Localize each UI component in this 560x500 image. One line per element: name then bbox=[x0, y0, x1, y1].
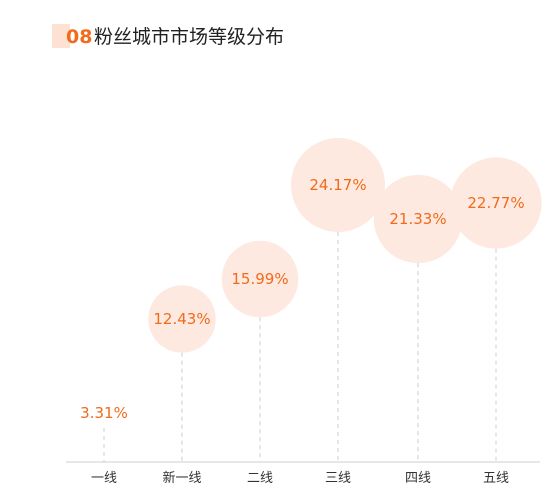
bubble-1 bbox=[148, 285, 216, 353]
section-number-badge: 08 bbox=[52, 22, 92, 52]
category-label-5: 五线 bbox=[483, 471, 509, 486]
bubble-4 bbox=[373, 174, 463, 264]
category-label-1: 新一线 bbox=[162, 470, 201, 486]
data-label-5: 22.77% bbox=[467, 194, 524, 212]
chart-title: 粉丝城市市场等级分布 bbox=[94, 26, 285, 48]
section-number: 08 bbox=[66, 26, 93, 48]
category-label-2: 二线 bbox=[247, 471, 273, 486]
bubble-5 bbox=[450, 157, 542, 249]
bubble-2 bbox=[221, 240, 299, 318]
category-label-0: 一线 bbox=[91, 471, 117, 486]
badge-background bbox=[52, 24, 70, 48]
bubble-3 bbox=[291, 138, 385, 232]
data-label-1: 12.43% bbox=[153, 310, 210, 328]
data-label-0: 3.31% bbox=[80, 404, 128, 422]
data-label-3: 24.17% bbox=[309, 176, 366, 194]
data-label-2: 15.99% bbox=[231, 270, 288, 288]
category-label-3: 三线 bbox=[325, 471, 351, 486]
data-label-4: 21.33% bbox=[389, 210, 446, 228]
chart-header: 08 粉丝城市市场等级分布 bbox=[52, 22, 284, 52]
category-label-4: 四线 bbox=[405, 471, 431, 486]
